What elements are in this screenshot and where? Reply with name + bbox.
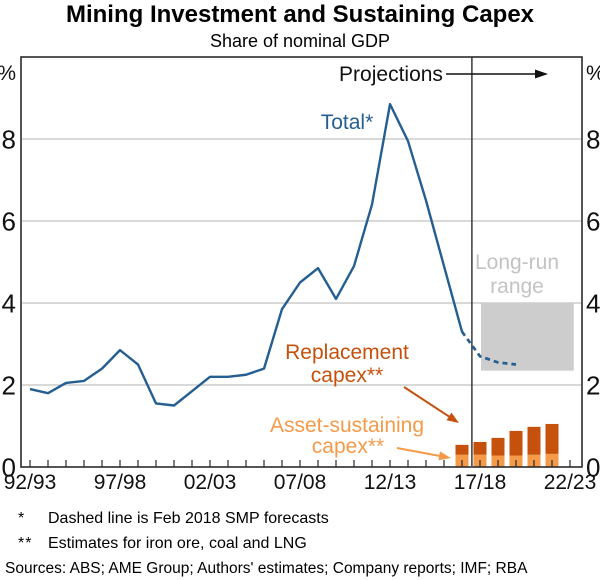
sources-line: Sources: ABS; AME Group; Authors' estima…: [5, 560, 528, 577]
bar-replacement-21-22: [545, 423, 559, 454]
x-tick-label: 97/98: [94, 471, 147, 494]
replacement-capex-arrow-head: [446, 412, 459, 423]
replacement-capex-label: capex**: [311, 364, 383, 387]
projections-label: Projections: [339, 63, 443, 86]
y-tick-label-left: 8: [2, 125, 16, 155]
footnote-1-marker: *: [18, 510, 26, 527]
replacement-capex-arrow: [403, 386, 453, 420]
y-tick-label-left: 4: [2, 289, 16, 319]
footnote-2-marker: **: [18, 535, 33, 552]
chart-title: Mining Investment and Sustaining Capex: [65, 1, 535, 28]
x-tick-label: 07/08: [274, 471, 327, 494]
projections-arrow-head: [535, 69, 548, 79]
bar-replacement-17-18: [473, 441, 487, 455]
total-line: [29, 102, 464, 407]
y-tick-label-right: 4: [586, 289, 600, 319]
chart-subtitle: Share of nominal GDP: [209, 31, 391, 51]
y-tick-label-left: 2: [2, 371, 16, 401]
y-tick-label-left: 6: [2, 207, 16, 237]
y-tick-label-right: 6: [586, 207, 600, 237]
bar-replacement-19-20: [509, 430, 523, 456]
bar-replacement-20-21: [527, 426, 541, 455]
asset-sustaining-capex-label: Asset-sustaining: [270, 414, 424, 437]
footnote-1-text: Dashed line is Feb 2018 SMP forecasts: [48, 510, 329, 527]
replacement-capex-label: Replacement: [285, 341, 409, 364]
total-line-label: Total*: [321, 111, 374, 134]
x-tick-label: 02/03: [184, 471, 237, 494]
long-run-range-label: Long-run: [475, 251, 559, 274]
y-tick-label-right: 0: [586, 453, 600, 483]
total-forecast-dashed-line: [460, 330, 517, 366]
x-tick-label: 12/13: [364, 471, 417, 494]
y-tick-label-left: 0: [2, 453, 16, 483]
asset-sustaining-capex-arrow-head: [438, 451, 451, 461]
y-tick-label-right: 8: [586, 125, 600, 155]
x-tick-label: 92/93: [4, 471, 57, 494]
asset-sustaining-capex-label: capex**: [312, 435, 384, 458]
bar-replacement-16-17: [455, 444, 469, 455]
bar-replacement-18-19: [491, 437, 505, 456]
y-tick-label-right: 2: [586, 371, 600, 401]
y-axis-unit-left: %: [0, 62, 16, 85]
long-run-range-box: [481, 303, 574, 371]
x-tick-label: 17/18: [454, 471, 507, 494]
long-run-range-label: range: [490, 275, 544, 298]
plot-frame: [20, 56, 583, 468]
asset-sustaining-capex-arrow: [396, 447, 443, 458]
y-axis-unit-right: %: [586, 62, 600, 85]
x-tick-label: 22/23: [544, 471, 597, 494]
footnote-2-text: Estimates for iron ore, coal and LNG: [48, 535, 307, 552]
